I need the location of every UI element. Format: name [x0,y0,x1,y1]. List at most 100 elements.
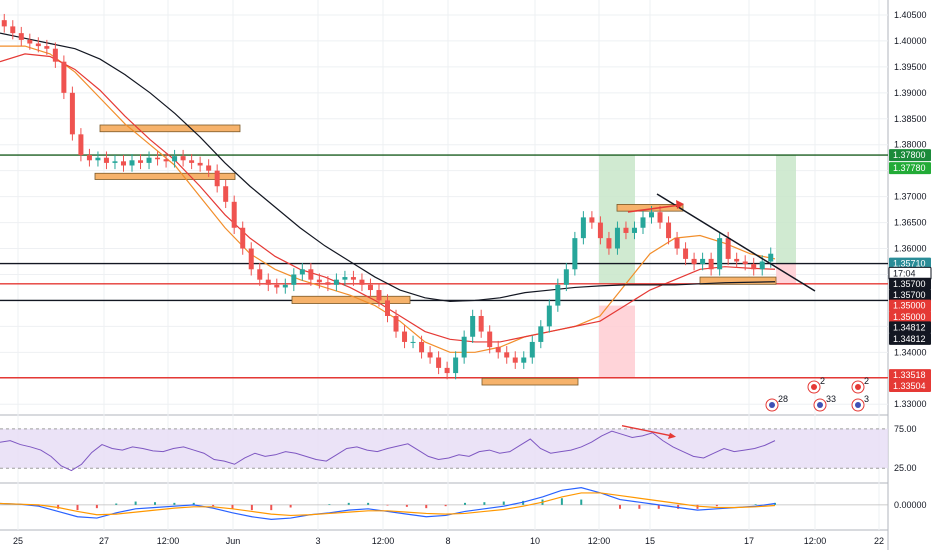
candle-body [751,264,757,270]
price-tick-label: 1.36500 [894,218,927,228]
candle-body [69,92,75,135]
candle-body [120,161,126,166]
macd-pane[interactable] [0,487,888,521]
time-tick-label: 12:00 [588,536,611,546]
macd-tick-label: 0.00000 [894,500,927,510]
candle-body [649,212,655,218]
price-axis: 1.40500 1.40000 1.39500 1.39000 1.38500 1.380… [888,10,932,510]
price-tick-label: 1.39500 [894,62,927,72]
price-tag [889,277,931,290]
candle-body [18,33,24,40]
rsi-line [0,430,776,472]
price-tag-label: 1.37800 [893,150,926,160]
candle-body [436,357,442,368]
candle-body [214,170,220,187]
event-badge[interactable]: 33 [813,394,836,412]
arrow-head [676,200,684,209]
candle-body [623,227,629,233]
candle-body [691,258,697,265]
candle-body [308,269,314,280]
time-tick-label: Jun [226,536,241,546]
arrow-head [668,432,676,440]
candle-body [674,238,680,249]
candle-body [325,282,331,285]
candle-body [27,39,33,44]
candle-body [367,284,373,291]
flag-dot [855,402,861,408]
rsi-divergence-arrow [621,424,673,437]
candle-body [708,258,714,270]
time-tick-label: 12:00 [804,536,827,546]
candle-body [333,279,339,285]
candle-body [631,227,637,233]
time-tick-label: 12:00 [372,536,395,546]
candle-body [197,162,203,166]
candle-body [597,222,603,239]
candle-body [359,279,365,285]
candle-body [282,284,288,288]
macd-signal-line [0,492,776,517]
candle-body [742,261,748,265]
candle-body [504,352,510,358]
candle-body [223,186,229,202]
moving-average-line [0,32,776,303]
rsi-tick-label: 25.00 [894,463,917,473]
candle-body [666,222,672,239]
candle-body [291,274,297,285]
candle-body [103,157,109,163]
price-tick-label: 1.34000 [894,347,927,357]
candle-body [44,46,50,49]
candle-body [461,336,467,358]
candle-body [759,261,765,270]
support-resistance-box [291,295,411,304]
time-tick-label: 8 [445,536,450,546]
candle-body [393,315,399,332]
price-tag-label: 17:04 [893,268,916,278]
price-tick-label: 1.36000 [894,244,927,254]
rsi-pane[interactable] [0,424,888,472]
candle-body [478,315,484,332]
event-badge[interactable]: 2 [807,376,825,394]
price-tag [889,332,931,345]
candle-body [146,157,152,163]
event-badge[interactable]: 2 [851,376,869,394]
price-tick-label: 1.39000 [894,88,927,98]
price-tick-label: 1.37000 [894,192,927,202]
candle-body [112,161,118,163]
event-count: 2 [820,376,825,386]
candle-body [453,357,459,374]
candle-body [342,277,348,280]
candle-body [155,157,161,160]
support-resistance-box [99,124,241,133]
price-tag [889,311,931,324]
candle-body [419,341,425,353]
candle-body [138,160,144,163]
support-resistance-box [94,172,236,180]
price-tag-label: 1.33504 [893,381,926,391]
rsi-band [0,428,888,469]
price-tag [889,369,931,382]
event-count: 33 [826,394,836,404]
candle-body [640,217,646,228]
candle-body [427,352,433,358]
event-badge[interactable]: 3 [851,394,869,412]
candle-body [589,217,595,223]
trend-line [656,193,816,292]
candle-body [700,258,706,265]
event-badge[interactable]: 28 [765,394,788,412]
price-tag-label: 1.35700 [893,290,926,300]
flag-dot [817,402,823,408]
support-resistance-box [699,276,777,285]
price-tag-label: 1.33518 [893,370,926,380]
candle-body [683,248,689,259]
stop-loss-zone [599,305,635,378]
candle-body [52,48,58,62]
candle-body [129,160,135,166]
event-count: 28 [778,394,788,404]
candle-body [546,305,552,327]
take-profit-zone [599,155,635,284]
event-count: 2 [864,376,869,386]
candle-body [274,284,280,288]
candle-body [376,290,382,301]
